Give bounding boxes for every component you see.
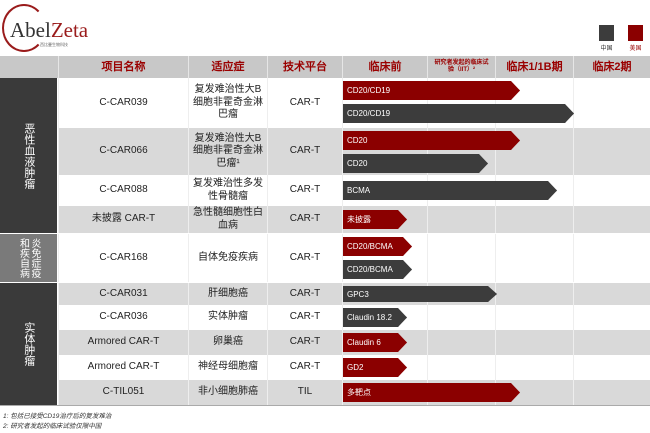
category-hematologic: 恶性血液肿瘤 [0, 78, 57, 233]
indication: 自体免疫疾病 [188, 234, 267, 282]
platform: CAR-T [267, 78, 342, 128]
legend-usa: 美国 [628, 25, 643, 52]
pipeline-bar-cn: GPC3 [343, 286, 497, 302]
indication: 肝细胞癌 [188, 283, 267, 305]
project-name: C-TIL051 [58, 380, 188, 405]
pipeline-bar-us: Claudin 6 [343, 333, 407, 352]
pipeline-bar-cn: BCMA [343, 181, 557, 200]
project-name: C-CAR036 [58, 305, 188, 330]
footnote-1: 1: 包括已接受CD19治疗后的复发难治 [3, 413, 112, 420]
pipeline-bar-us: 多靶点 [343, 383, 520, 402]
project-name: 未披露 CAR-T [58, 206, 188, 233]
indication: 复发难治性多发性骨髓瘤 [188, 175, 267, 206]
project-name: C-CAR088 [58, 175, 188, 206]
pipeline-bar-us: GD2 [343, 358, 407, 377]
header-phase1: 临床1/1B期 [495, 56, 573, 78]
project-name: C-CAR066 [58, 128, 188, 175]
platform: CAR-T [267, 175, 342, 206]
legend-china: 中国 [599, 25, 614, 52]
pipeline-bar-us: 未披露 [343, 210, 407, 229]
platform: CAR-T [267, 206, 342, 233]
category-solid-tumor: 实体肿瘤 [0, 283, 57, 405]
header-phase2: 临床2期 [573, 56, 650, 78]
indication: 实体肿瘤 [188, 305, 267, 330]
indication: 复发难治性大B细胞非霍奇金淋巴瘤¹ [188, 128, 267, 175]
category-autoimmune: 炎免症疫和疾自病 [0, 234, 57, 282]
indication: 非小细胞肺癌 [188, 380, 267, 405]
pipeline-bar-cn: CD20/BCMA [343, 260, 412, 279]
platform: CAR-T [267, 305, 342, 330]
pipeline-bar-us: CD20/CD19 [343, 81, 520, 100]
table-header: 项目名称 适应症 技术平台 临床前 研究者发起的临床试验（IIT）² 临床1/1… [0, 56, 650, 78]
pipeline-bar-cn: Claudin 18.2 [343, 308, 407, 327]
header-iit: 研究者发起的临床试验（IIT）² [427, 56, 495, 78]
pipeline-bar-cn: CD20 [343, 154, 488, 173]
abelzeta-logo: AbelZeta 西比曼生物科技 [2, 4, 94, 54]
header-indication: 适应症 [188, 56, 267, 78]
pipeline-bar-cn: CD20/CD19 [343, 104, 574, 123]
indication: 复发难治性大B细胞非霍奇金淋巴瘤 [188, 78, 267, 128]
platform: CAR-T [267, 355, 342, 380]
indication: 神经母细胞瘤 [188, 355, 267, 380]
footnote-2: 2: 研究者发起的临床试验仅限中国 [3, 423, 102, 430]
platform: CAR-T [267, 128, 342, 175]
pipeline-bar-us: CD20 [343, 131, 520, 150]
project-name: C-CAR168 [58, 234, 188, 282]
project-name: C-CAR031 [58, 283, 188, 305]
platform: TIL [267, 380, 342, 405]
header-name: 项目名称 [58, 56, 188, 78]
platform: CAR-T [267, 283, 342, 305]
platform: CAR-T [267, 234, 342, 282]
header-preclinical: 临床前 [342, 56, 427, 78]
platform: CAR-T [267, 330, 342, 355]
pipeline-bar-us: CD20/BCMA [343, 237, 412, 256]
project-name: Armored CAR-T [58, 355, 188, 380]
project-name: C-CAR039 [58, 78, 188, 128]
project-name: Armored CAR-T [58, 330, 188, 355]
indication: 卵巢癌 [188, 330, 267, 355]
header-platform: 技术平台 [267, 56, 342, 78]
indication: 急性髓细胞性白血病 [188, 206, 267, 233]
